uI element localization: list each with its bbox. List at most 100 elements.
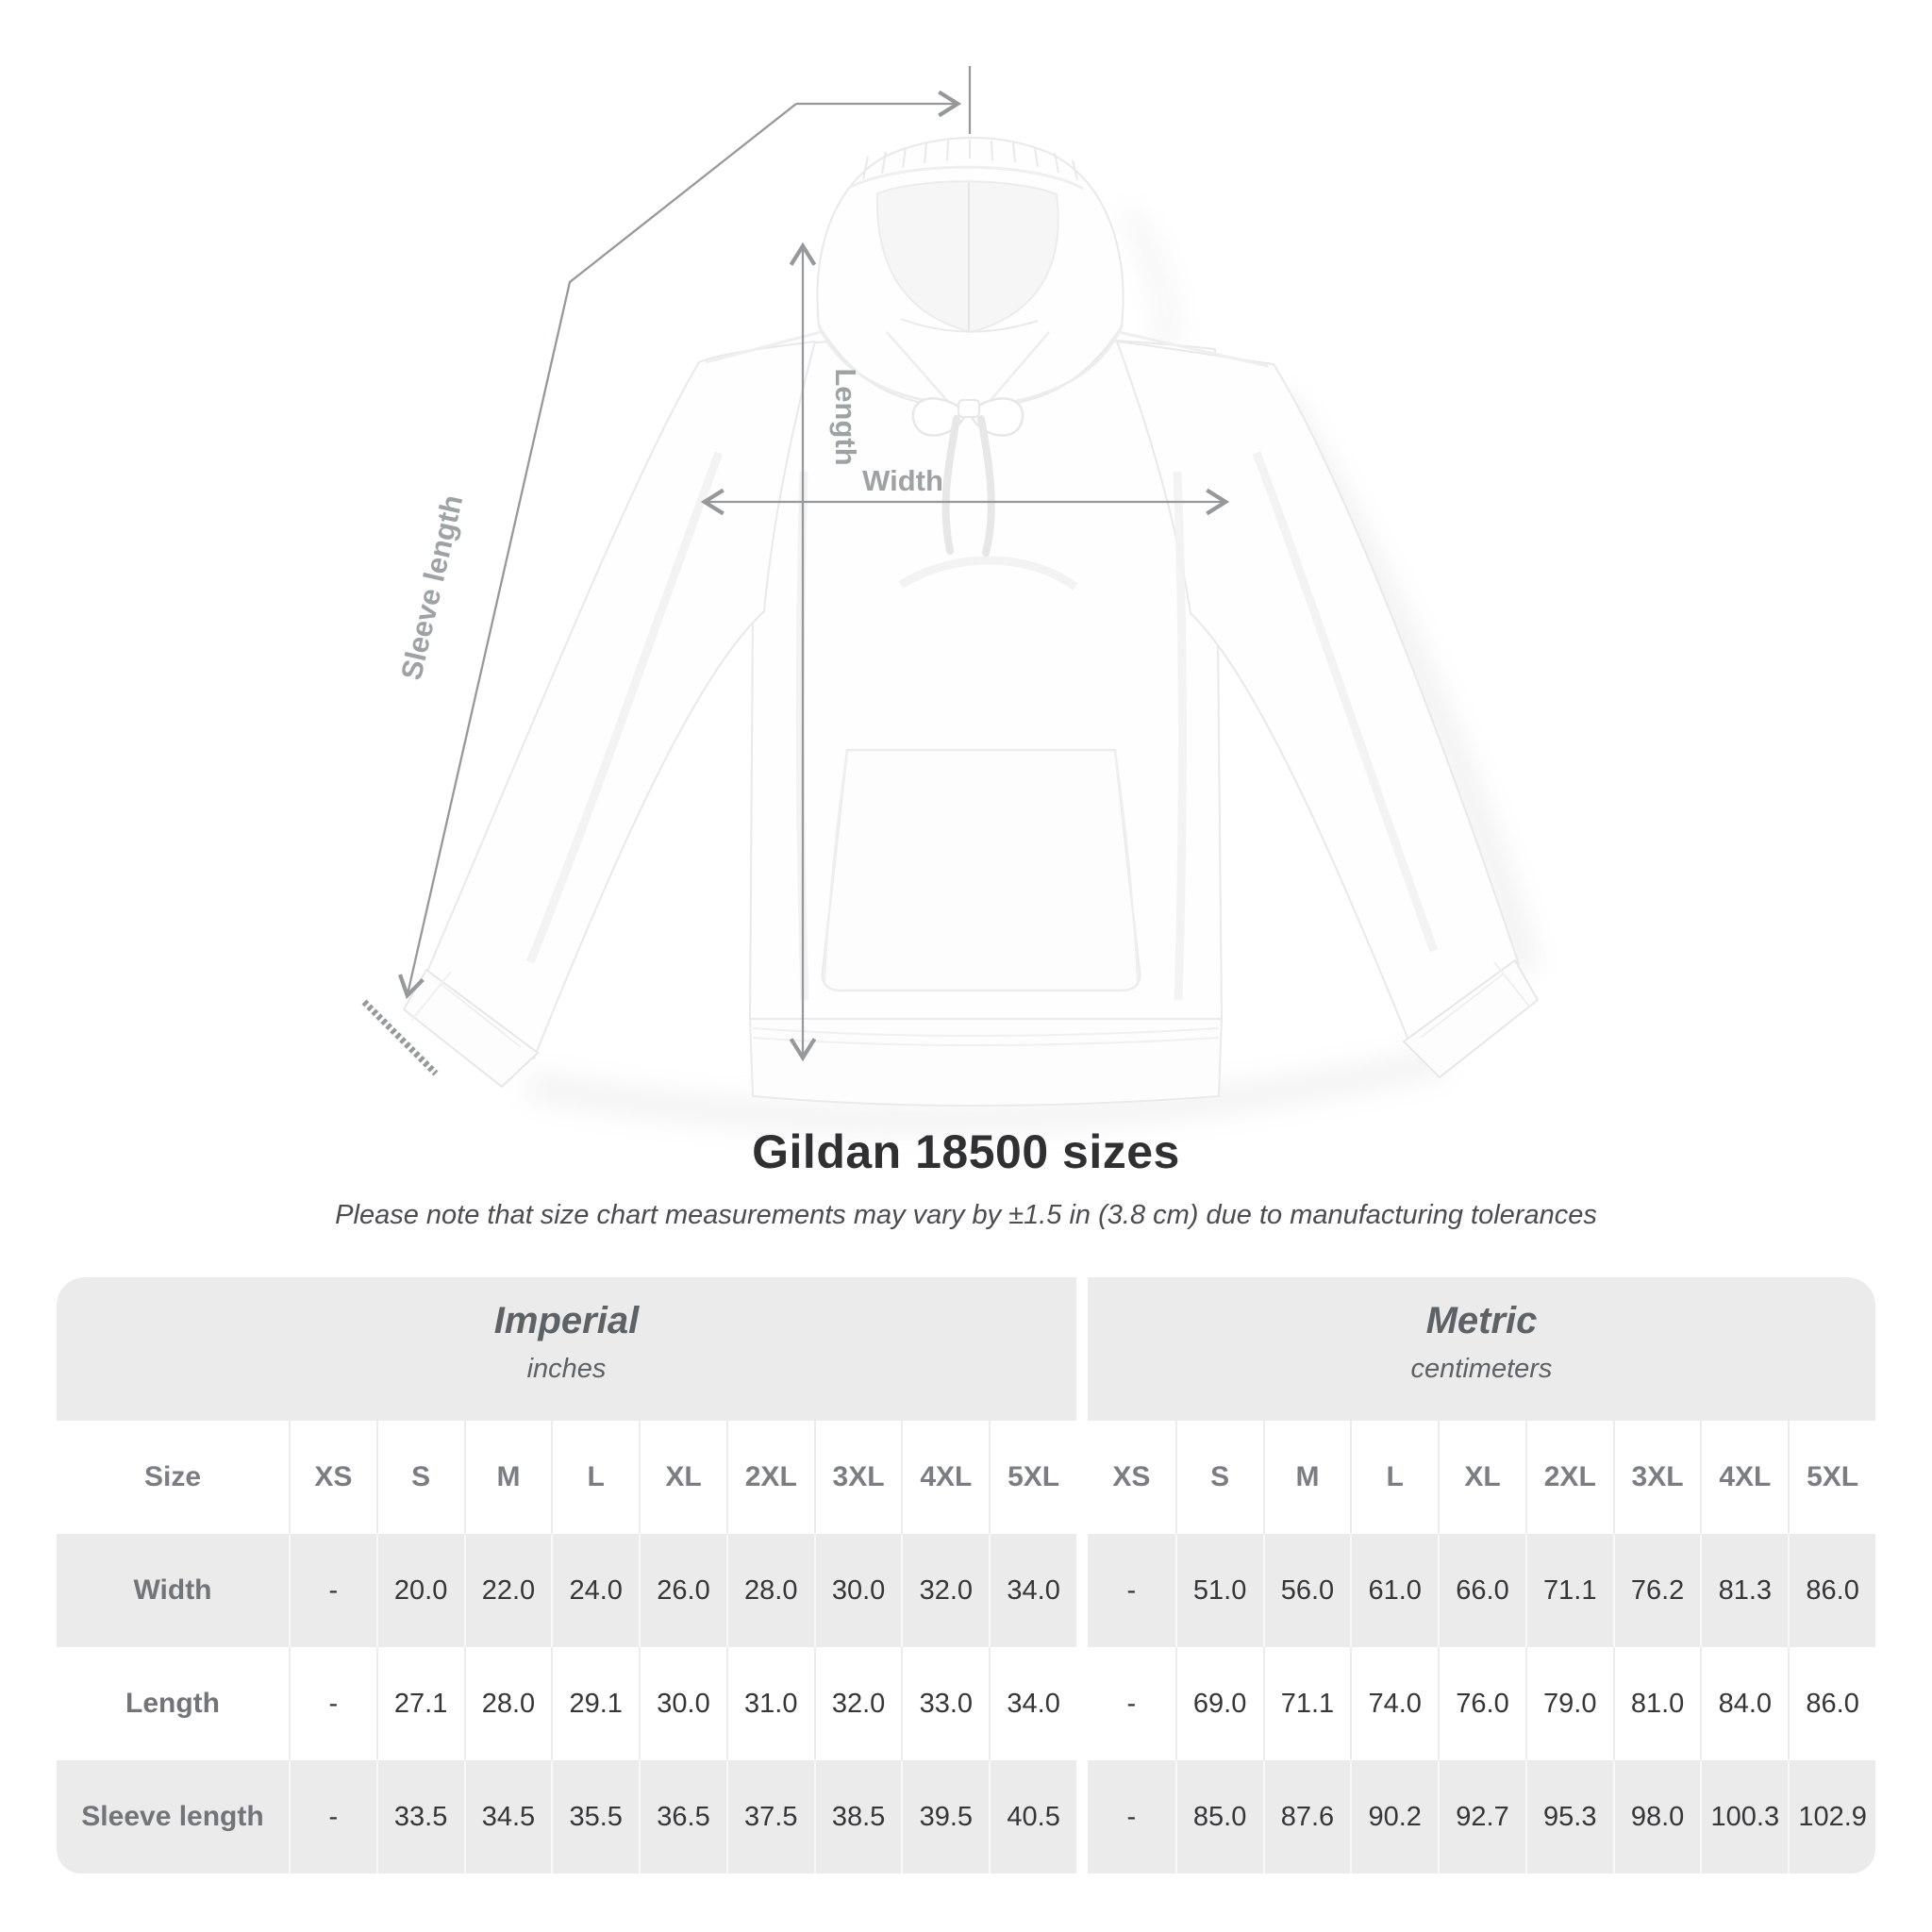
measurement-row: Length -27.1 28.0 29.1 30.0 31.0 32.0 33.0 34.0-…: [57, 1647, 1875, 1760]
sleeve-length-line: [398, 103, 797, 1000]
imperial-value-cell: 28.0: [725, 1534, 814, 1647]
metric-value-cell: 98.0: [1612, 1760, 1701, 1874]
row-label: Length: [125, 1688, 220, 1719]
imperial-value-cell: 33.0: [901, 1647, 989, 1760]
metric-size-header: 2XL: [1524, 1421, 1613, 1534]
imperial-value-cell: 33.5: [375, 1760, 464, 1874]
metric-size-header: S: [1174, 1421, 1263, 1534]
hoodie-right-cuff: [1403, 959, 1539, 1078]
imperial-value-cell: 37.5: [725, 1760, 814, 1874]
imperial-size-header: L: [551, 1421, 639, 1534]
metric-value-cell: 74.0: [1350, 1647, 1438, 1760]
imperial-value-cell: 30.0: [813, 1534, 902, 1647]
imperial-group-header: Imperial inches: [57, 1277, 1076, 1421]
imperial-size-header: 3XL: [813, 1421, 902, 1534]
imperial-value-cell: 20.0: [375, 1534, 464, 1647]
imperial-value-cell: -: [289, 1647, 376, 1760]
imperial-size-header: XS: [289, 1421, 376, 1534]
cuff-hatch-tick: [361, 999, 439, 1076]
metric-size-header: 4XL: [1700, 1421, 1788, 1534]
metric-value-cell: 71.1: [1262, 1647, 1351, 1760]
imperial-value-cell: 28.0: [463, 1647, 552, 1760]
metric-value-cell: 71.1: [1524, 1534, 1613, 1647]
metric-value-cell: 76.0: [1438, 1647, 1525, 1760]
imperial-size-header: 2XL: [725, 1421, 814, 1534]
imperial-value-cell: 34.0: [989, 1534, 1076, 1647]
imperial-value-cell: 34.0: [989, 1647, 1076, 1760]
imperial-value-cell: -: [289, 1534, 376, 1647]
metric-value-cell: 86.0: [1788, 1534, 1875, 1647]
size-column-header: Size: [143, 1461, 202, 1492]
metric-value-cell: 90.2: [1350, 1760, 1439, 1874]
size-grid: Size XS S M L XL 2XL 3XL 4XL 5XL XS S M L XL 2XL 3XL 4XL 5…: [57, 1421, 1875, 1874]
size-table: Imperial inches Metric centimeters Size X…: [57, 1277, 1875, 1874]
size-header-row: Size XS S M L XL 2XL 3XL 4XL 5XL XS S M L XL 2XL 3XL 4XL 5…: [57, 1421, 1875, 1534]
width-label: Width: [862, 464, 943, 497]
metric-value-cell: -: [1088, 1534, 1175, 1647]
metric-value-cell: 95.3: [1524, 1760, 1613, 1874]
metric-value-cell: 102.9: [1788, 1760, 1875, 1874]
metric-value-cell: 79.0: [1524, 1647, 1613, 1760]
metric-group-header: Metric centimeters: [1088, 1277, 1875, 1421]
measurement-row: Sleeve length -33.5 34.5 35.5 36.5 37.5 38.5 39…: [57, 1760, 1875, 1874]
imperial-group-unit: inches: [526, 1354, 607, 1384]
imperial-value-cell: 27.1: [375, 1647, 464, 1760]
imperial-value-cell: 38.5: [813, 1760, 902, 1874]
row-label: Width: [57, 1534, 289, 1647]
tolerance-note: Please note that size chart measurements…: [335, 1200, 1597, 1230]
imperial-value-cell: 26.0: [639, 1534, 726, 1647]
imperial-value-cell: 32.0: [813, 1647, 902, 1760]
imperial-value-cell: 29.1: [551, 1647, 639, 1760]
hoodie-left-sleeve: [425, 341, 816, 1059]
imperial-value-cell: 32.0: [901, 1534, 990, 1647]
metric-value-cell: 56.0: [1262, 1534, 1351, 1647]
measurement-marks: [361, 66, 1230, 1076]
imperial-size-header: S: [375, 1421, 464, 1534]
unit-group-header: Imperial inches Metric centimeters: [57, 1277, 1875, 1421]
hoodie-illustration: [403, 137, 1539, 1107]
metric-value-cell: 81.3: [1700, 1534, 1789, 1647]
imperial-value-cell: 22.0: [463, 1534, 552, 1647]
imperial-size-header: XL: [639, 1421, 726, 1534]
metric-value-cell: 86.0: [1788, 1647, 1875, 1760]
metric-value-cell: -: [1126, 1688, 1137, 1719]
column-divider: [1076, 1534, 1088, 1647]
imperial-value-cell: 31.0: [725, 1647, 814, 1760]
imperial-group-title: Imperial: [493, 1300, 640, 1341]
metric-value-cell: 84.0: [1700, 1647, 1788, 1760]
metric-size-header: 3XL: [1612, 1421, 1701, 1534]
column-divider: [1076, 1760, 1088, 1874]
metric-group-title: Metric: [1425, 1300, 1538, 1341]
metric-value-cell: 100.3: [1700, 1760, 1789, 1874]
imperial-value-cell: 34.5: [463, 1760, 552, 1874]
imperial-value-cell: 39.5: [901, 1760, 990, 1874]
column-divider: [1076, 1421, 1088, 1534]
metric-size-header: 5XL: [1788, 1421, 1875, 1534]
sleeve-length-label: Sleeve length: [394, 491, 469, 683]
metric-value-cell: 66.0: [1438, 1534, 1525, 1647]
imperial-size-header: 5XL: [989, 1421, 1076, 1534]
hoodie-pocket: [821, 748, 1141, 992]
hoodie-measurement-diagram: Width Length Sleeve length: [361, 66, 1539, 1134]
page-title: Gildan 18500 sizes: [752, 1125, 1180, 1178]
metric-value-cell: 87.6: [1262, 1760, 1351, 1874]
imperial-size-header: 4XL: [901, 1421, 989, 1534]
metric-value-cell: 69.0: [1174, 1647, 1263, 1760]
metric-value-cell: -: [1088, 1760, 1175, 1874]
hoodie-hem: [749, 1018, 1223, 1107]
column-divider: [1076, 1647, 1088, 1760]
group-divider: [1076, 1277, 1088, 1421]
metric-value-cell: 92.7: [1438, 1760, 1525, 1874]
metric-value-cell: 85.0: [1174, 1760, 1263, 1874]
metric-group-unit: centimeters: [1410, 1354, 1553, 1384]
metric-value-cell: 51.0: [1174, 1534, 1263, 1647]
metric-value-cell: 61.0: [1350, 1534, 1439, 1647]
row-label: Sleeve length: [57, 1760, 289, 1874]
metric-size-header: M: [1262, 1421, 1351, 1534]
metric-value-cell: 81.0: [1612, 1647, 1701, 1760]
metric-value-cell: 76.2: [1612, 1534, 1701, 1647]
imperial-value-cell: 30.0: [639, 1647, 726, 1760]
imperial-value-cell: -: [289, 1760, 376, 1874]
imperial-value-cell: 35.5: [551, 1760, 640, 1874]
